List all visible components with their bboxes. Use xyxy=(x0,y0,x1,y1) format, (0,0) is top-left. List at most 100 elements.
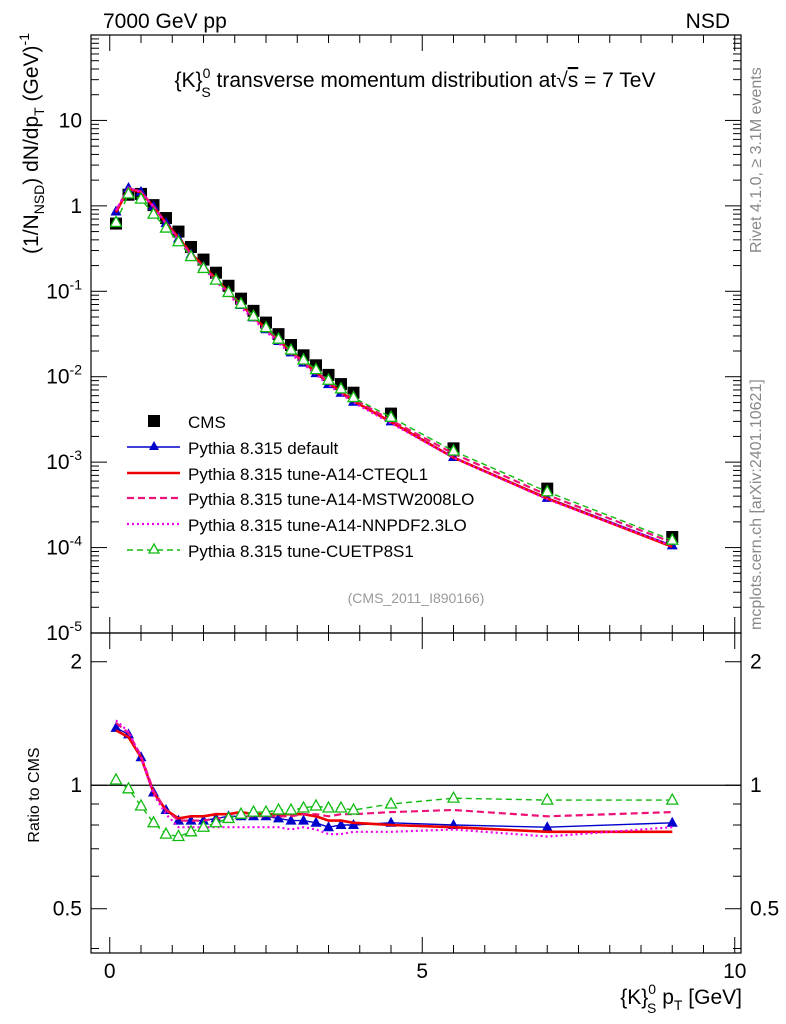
marker-point xyxy=(665,532,679,545)
marker-point xyxy=(284,802,298,815)
legend-entry-nnpdf: Pythia 8.315 tune-A14-NNPDF2.3LO xyxy=(127,516,467,535)
y-tick-label: 10-5 xyxy=(46,618,82,645)
marker-point xyxy=(234,806,248,819)
main-y-tick-labels: 10-5 10-4 10-3 10-2 10-1 1 10 xyxy=(46,109,82,645)
marker-point xyxy=(310,816,322,827)
ratio-y-tick-label-right: 0.5 xyxy=(750,898,779,921)
x-tick-label: 10 xyxy=(723,960,746,983)
legend: CMS Pythia 8.315 default Pythia 8.315 tu… xyxy=(127,413,474,561)
main-axis-ticks xyxy=(91,35,741,634)
marker-point xyxy=(665,792,679,805)
marker-point xyxy=(334,381,348,394)
process-label: NSD xyxy=(686,10,730,33)
ratio-y-tick-label: 0.5 xyxy=(53,898,82,921)
main-series-nnpdf xyxy=(115,186,673,547)
main-series-group xyxy=(109,181,679,550)
y-tick-label: 10-1 xyxy=(46,276,82,303)
marker-point xyxy=(246,308,261,321)
marker-point xyxy=(221,811,236,824)
marker-point xyxy=(271,802,286,815)
ratio-y-tick-label-right: 2 xyxy=(750,651,762,674)
marker-point xyxy=(446,790,461,803)
legend-marker-default xyxy=(149,441,159,450)
main-panel: 10-5 10-4 10-3 10-2 10-1 1 10 {K}0 S transverse… xyxy=(16,33,742,645)
marker-point xyxy=(285,814,297,825)
legend-entry-mstw: Pythia 8.315 tune-A14-MSTW2008LO xyxy=(127,490,474,509)
main-line-mstw xyxy=(115,186,673,544)
legend-marker-cms xyxy=(148,415,160,427)
main-title: {K}0 S transverse momentum distribution a… xyxy=(175,65,656,100)
marker-point xyxy=(309,362,323,375)
ratio-axis-ticks xyxy=(91,633,741,953)
marker-point xyxy=(185,814,197,825)
marker-point xyxy=(146,206,161,219)
ratio-y-tick-label-right: 1 xyxy=(750,774,762,797)
marker-point xyxy=(259,804,273,817)
marker-point xyxy=(540,484,554,497)
rivet-version-label: Rivet 4.1.0, ≥ 3.1M events xyxy=(748,67,765,253)
legend-marker-cuet xyxy=(147,542,161,554)
legend-entry-default: Pythia 8.315 default xyxy=(127,439,339,458)
marker-point xyxy=(346,802,361,815)
marker-point xyxy=(196,819,211,832)
marker-point xyxy=(346,390,361,403)
marker-point xyxy=(384,796,398,809)
ratio-y-tick-label: 2 xyxy=(70,651,82,674)
main-line-nnpdf xyxy=(115,186,673,547)
marker-point xyxy=(209,272,223,285)
ratio-y-axis-title: Ratio to CMS xyxy=(26,747,43,842)
x-tick-labels: 0 5 10 xyxy=(104,960,747,983)
marker-point xyxy=(246,804,261,817)
marker-point xyxy=(221,285,236,298)
marker-point xyxy=(298,814,309,825)
marker-point xyxy=(259,320,273,333)
x-axis-title: {K}0 S pT [GeV] xyxy=(620,981,742,1016)
ratio-y-tick-label: 1 xyxy=(70,774,82,797)
marker-point xyxy=(323,821,334,832)
ratio-plot-frame xyxy=(90,632,742,954)
marker-point xyxy=(110,721,122,732)
marker-point xyxy=(335,818,347,829)
y-tick-label: 10-4 xyxy=(46,533,82,560)
marker-point xyxy=(184,249,198,262)
energy-label: 7000 GeV pp xyxy=(103,10,227,33)
marker-point xyxy=(541,821,553,832)
analysis-tag: (CMS_2011_I890166) xyxy=(348,590,485,606)
legend-label-mstw: Pythia 8.315 tune-A14-MSTW2008LO xyxy=(188,490,474,509)
y-tick-label: 10-3 xyxy=(46,447,82,474)
y-tick-label: 1 xyxy=(70,195,82,218)
mcplots-label: mcplots.cern.ch [arXiv:2401.10621] xyxy=(748,379,765,630)
marker-point xyxy=(296,800,311,813)
marker-point xyxy=(284,342,298,355)
marker-point xyxy=(184,824,198,837)
ratio-series-group xyxy=(109,719,679,842)
legend-label-cteq: Pythia 8.315 tune-A14-CTEQL1 xyxy=(188,465,428,484)
marker-point xyxy=(271,331,286,344)
marker-point xyxy=(273,812,284,823)
marker-point xyxy=(309,798,323,811)
marker-point xyxy=(540,792,554,805)
main-series-mstw xyxy=(115,186,673,544)
x-tick-label: 5 xyxy=(416,960,428,983)
ratio-panel: 0.5 0.5 1 1 2 2 Ratio to CMS 0 5 10 {K}0 S pT [G… xyxy=(26,632,779,1016)
marker-point xyxy=(446,443,461,456)
marker-point xyxy=(121,186,136,199)
ratio-line-cteq xyxy=(115,729,673,834)
legend-label-default: Pythia 8.315 default xyxy=(188,439,339,458)
marker-point xyxy=(209,815,223,828)
marker-point xyxy=(159,826,173,839)
marker-point xyxy=(666,816,678,827)
marker-point xyxy=(334,800,348,813)
marker-point xyxy=(134,798,148,811)
ratio-series-nnpdf xyxy=(115,719,673,838)
legend-label-cms: CMS xyxy=(188,413,226,432)
ratio-line-nnpdf xyxy=(115,719,673,838)
marker-point xyxy=(196,261,211,274)
marker-point xyxy=(171,829,186,842)
main-line-cuet xyxy=(115,192,673,541)
y-tick-label: 10-2 xyxy=(46,362,82,389)
main-series-cuet xyxy=(109,186,679,545)
main-y-axis-title: (1/NNSD) dN/dpT (GeV)-1 xyxy=(16,33,47,254)
marker-point xyxy=(384,409,398,422)
